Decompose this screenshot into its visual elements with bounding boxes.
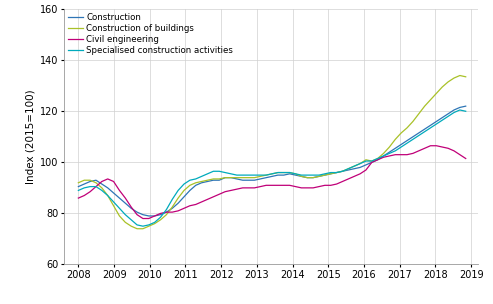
Construction — [134, 210, 140, 214]
Specialised construction activities — [463, 109, 469, 113]
Specialised construction activities — [122, 213, 128, 216]
Specialised construction activities — [75, 188, 81, 192]
Line: Construction: Construction — [78, 106, 466, 216]
Construction of buildings — [375, 157, 381, 160]
Specialised construction activities — [140, 224, 146, 228]
Line: Specialised construction activities: Specialised construction activities — [78, 110, 466, 226]
Construction — [375, 158, 381, 162]
Construction of buildings — [105, 194, 110, 197]
Construction of buildings — [463, 75, 469, 79]
Construction — [463, 104, 469, 108]
Specialised construction activities — [240, 173, 246, 177]
Specialised construction activities — [457, 108, 463, 112]
Civil engineering — [463, 157, 469, 160]
Civil engineering — [140, 217, 146, 220]
Construction of buildings — [75, 181, 81, 185]
Construction of buildings — [134, 227, 140, 230]
Construction — [240, 178, 246, 182]
Construction of buildings — [457, 74, 463, 77]
Construction — [257, 177, 263, 181]
Construction — [146, 214, 152, 218]
Construction — [122, 201, 128, 205]
Civil engineering — [122, 196, 128, 200]
Specialised construction activities — [105, 194, 110, 197]
Construction — [439, 116, 445, 119]
Y-axis label: Index (2015=100): Index (2015=100) — [26, 89, 36, 184]
Specialised construction activities — [433, 122, 439, 126]
Line: Construction of buildings: Construction of buildings — [78, 75, 466, 229]
Construction of buildings — [122, 220, 128, 224]
Specialised construction activities — [375, 157, 381, 160]
Line: Civil engineering: Civil engineering — [78, 146, 466, 219]
Construction of buildings — [240, 176, 246, 179]
Civil engineering — [257, 185, 263, 188]
Construction — [75, 185, 81, 188]
Civil engineering — [439, 145, 445, 149]
Civil engineering — [105, 177, 110, 181]
Civil engineering — [75, 196, 81, 200]
Construction of buildings — [433, 92, 439, 95]
Civil engineering — [375, 158, 381, 162]
Specialised construction activities — [257, 173, 263, 177]
Construction of buildings — [257, 174, 263, 178]
Legend: Construction, Construction of buildings, Civil engineering, Specialised construc: Construction, Construction of buildings,… — [66, 11, 235, 57]
Civil engineering — [240, 186, 246, 190]
Civil engineering — [427, 144, 433, 147]
